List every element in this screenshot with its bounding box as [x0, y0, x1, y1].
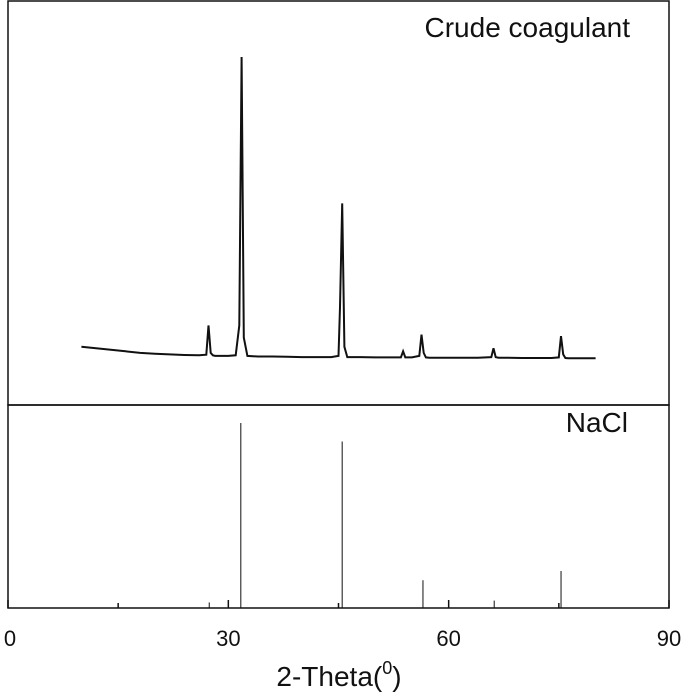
x-tick-label-30: 30: [216, 626, 240, 651]
top-panel-label: Crude coagulant: [425, 12, 631, 43]
x-axis-label-suffix: ): [392, 661, 401, 692]
nacl-reference-sticks: [208, 423, 562, 608]
x-tick-label-90: 90: [657, 626, 681, 651]
bottom-panel-label: NaCl: [566, 407, 628, 438]
x-axis-ticks: 0 30 60 90: [4, 600, 681, 651]
x-tick-label-0: 0: [4, 626, 16, 651]
x-axis-label-main: 2-Theta(: [276, 661, 382, 692]
x-tick-label-60: 60: [436, 626, 460, 651]
crude-coagulant-series-line: [81, 56, 596, 360]
x-axis-label: 2-Theta(0): [276, 658, 401, 692]
x-axis-label-superscript: 0: [382, 658, 392, 678]
